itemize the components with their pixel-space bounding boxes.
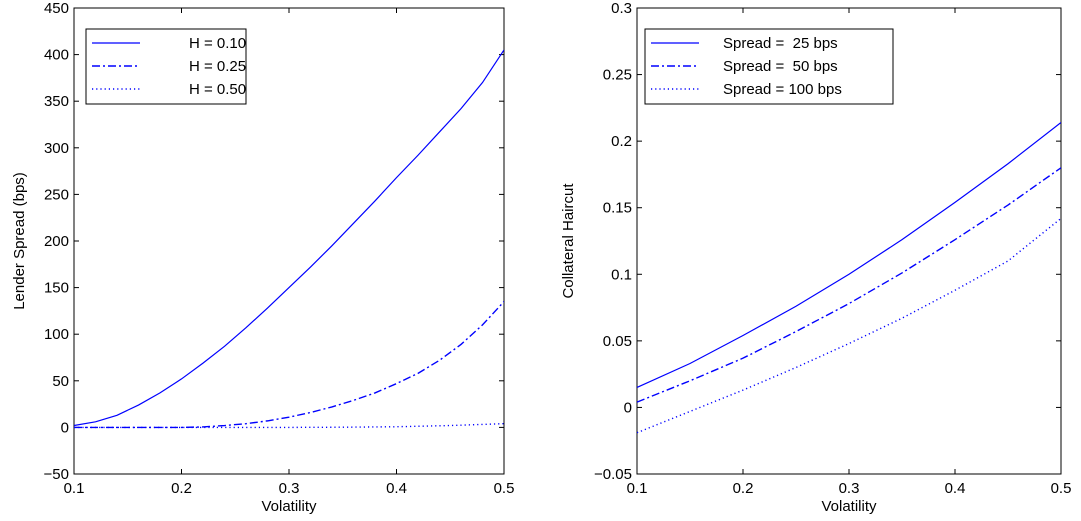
y-tick-label: 450	[44, 0, 69, 17]
x-axis-label: Volatility	[821, 498, 877, 515]
legend-label-1: H = 0.10	[189, 35, 246, 52]
series-line-2	[74, 301, 504, 429]
y-tick-label: 400	[44, 47, 69, 64]
series-line-1	[637, 122, 1061, 389]
y-axis-label: Lender Spread (bps)	[11, 172, 28, 310]
series-line-1	[74, 49, 504, 427]
x-tick-label: 0.4	[386, 480, 407, 497]
series-line-3	[74, 422, 504, 429]
series-line-2	[637, 167, 1061, 403]
legend: H = 0.10 H = 0.25 H = 0.50	[85, 28, 247, 105]
legend-label-2: H = 0.25	[189, 58, 246, 75]
x-tick-label: 0.4	[945, 480, 966, 497]
y-tick-label: 50	[52, 373, 69, 390]
chart-1: 0.1 0.2 0.3 0.4 0.5 −50 0 50 100 150 200 250 300 350 4…	[11, 0, 514, 515]
y-tick-label: −0.05	[594, 466, 632, 483]
y-tick-label: 300	[44, 140, 69, 157]
y-tick-label: 0	[624, 399, 632, 416]
legend-label-1: Spread = 25 bps	[723, 35, 838, 52]
y-tick-label: 0.05	[603, 333, 632, 350]
y-axis-label: Collateral Haircut	[560, 183, 577, 299]
x-tick-label: 0.1	[627, 480, 648, 497]
legend: Spread = 25 bps Spread = 50 bps Spread = 1…	[644, 28, 894, 105]
y-tick-label: 350	[44, 93, 69, 110]
y-tick-label: 150	[44, 280, 69, 297]
legend-label-2: Spread = 50 bps	[723, 58, 838, 75]
y-tick-label: 250	[44, 186, 69, 203]
x-axis-label: Volatility	[261, 498, 317, 515]
x-tick-label: 0.1	[64, 480, 85, 497]
chart-2: 0.1 0.2 0.3 0.4 0.5 −0.05 0 0.05 0.1 0.15 0.2 0.25 0…	[560, 0, 1071, 515]
y-tick-label: −50	[44, 466, 69, 483]
y-tick-label: 0.3	[611, 0, 632, 17]
y-tick-label: 0	[61, 419, 69, 436]
y-tick-label: 0.2	[611, 133, 632, 150]
x-tick-label: 0.5	[494, 480, 515, 497]
x-tick-label: 0.3	[279, 480, 300, 497]
x-tick-label: 0.3	[839, 480, 860, 497]
series-line-3	[637, 217, 1061, 434]
x-tick-label: 0.5	[1051, 480, 1072, 497]
y-tick-label: 200	[44, 233, 69, 250]
x-tick-label: 0.2	[171, 480, 192, 497]
legend-label-3: H = 0.50	[189, 81, 246, 98]
x-tick-label: 0.2	[733, 480, 754, 497]
y-tick-label: 0.15	[603, 200, 632, 217]
y-tick-label: 0.1	[611, 266, 632, 283]
legend-label-3: Spread = 100 bps	[723, 81, 842, 98]
y-tick-label: 100	[44, 326, 69, 343]
y-tick-label: 0.25	[603, 67, 632, 84]
